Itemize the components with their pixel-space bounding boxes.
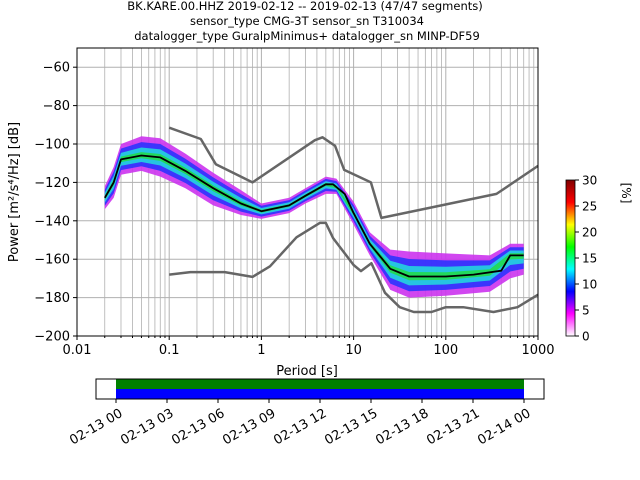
median-line — [104, 154, 524, 278]
x-tick-label: 0.01 — [63, 343, 92, 358]
colorbar-tick-label: 0 — [582, 330, 590, 344]
timeline-tick-label: 02-13 21 — [424, 406, 482, 448]
ppsd-plot: 0.01 0.1 1 10 100 1000 −60 −80 −100 −120 −140 −160… — [7, 47, 555, 379]
y-tick-label: −140 — [34, 214, 70, 229]
y-tick-label: −180 — [34, 291, 70, 306]
timeline-tick-label: 02-13 06 — [169, 406, 227, 448]
colorbar-scale — [565, 179, 576, 337]
y-tick-label: −60 — [43, 61, 70, 76]
density-cyan — [104, 147, 524, 286]
colorbar-label: [%] — [619, 183, 633, 204]
timeline-tick-label: 02-14 00 — [475, 406, 533, 448]
colorbar-tick-label: 10 — [582, 278, 597, 292]
x-axis-ticks: 0.01 0.1 1 10 100 1000 — [63, 336, 555, 358]
timeline-tick-label: 02-13 03 — [118, 406, 176, 448]
title-line-1: BK.KARE.00.HHZ 2019-02-12 -- 2019-02-13 … — [127, 0, 482, 13]
coverage-bar — [116, 379, 524, 389]
x-tick-label: 1 — [257, 343, 265, 358]
colorbar-ticks: 0 5 10 15 20 25 30 — [575, 174, 597, 344]
colorbar-tick-label: 20 — [582, 226, 597, 240]
timeline-tick-label: 02-13 12 — [271, 406, 329, 448]
colorbar-tick-label: 5 — [582, 304, 590, 318]
x-axis-label: Period [s] — [276, 364, 338, 379]
noise-model-line — [169, 221, 539, 314]
colorbar-tick-label: 30 — [582, 174, 597, 188]
title-line-2: sensor_type CMG-3T sensor_sn T310034 — [190, 14, 424, 28]
timeline-tick-label: 02-13 15 — [322, 406, 380, 448]
y-axis-label: Power [m²/s⁴/Hz] [dB] — [7, 122, 22, 262]
density-green — [104, 152, 524, 281]
colorbar-tick-label: 25 — [582, 200, 597, 214]
timeline-bars — [116, 379, 524, 399]
y-axis-ticks: −60 −80 −100 −120 −140 −160 −180 −200 — [34, 61, 77, 345]
x-tick-label: 1000 — [521, 343, 554, 358]
y-tick-label: −100 — [34, 138, 70, 153]
density-band — [104, 136, 524, 298]
y-tick-label: −80 — [43, 99, 70, 114]
coverage-bar — [116, 389, 524, 399]
noise-model-line — [168, 126, 539, 220]
colorbar-tick-label: 15 — [582, 252, 597, 266]
plot-frame — [76, 47, 539, 337]
series-lines — [104, 126, 539, 314]
timeline-tick-label: 02-13 09 — [220, 406, 278, 448]
y-tick-label: −200 — [34, 330, 70, 345]
timeline-tick-label: 02-13 00 — [67, 406, 125, 448]
x-tick-label: 10 — [345, 343, 362, 358]
colorbar: 0 5 10 15 20 25 30 [%] — [565, 174, 633, 344]
x-tick-label: 0.1 — [159, 343, 180, 358]
y-tick-label: −160 — [34, 253, 70, 268]
title-line-3: datalogger_type GuralpMinimus+ datalogge… — [134, 29, 480, 43]
timeline-tick-label: 02-13 18 — [373, 406, 431, 448]
y-tick-label: −120 — [34, 176, 70, 191]
x-tick-label: 100 — [433, 343, 458, 358]
